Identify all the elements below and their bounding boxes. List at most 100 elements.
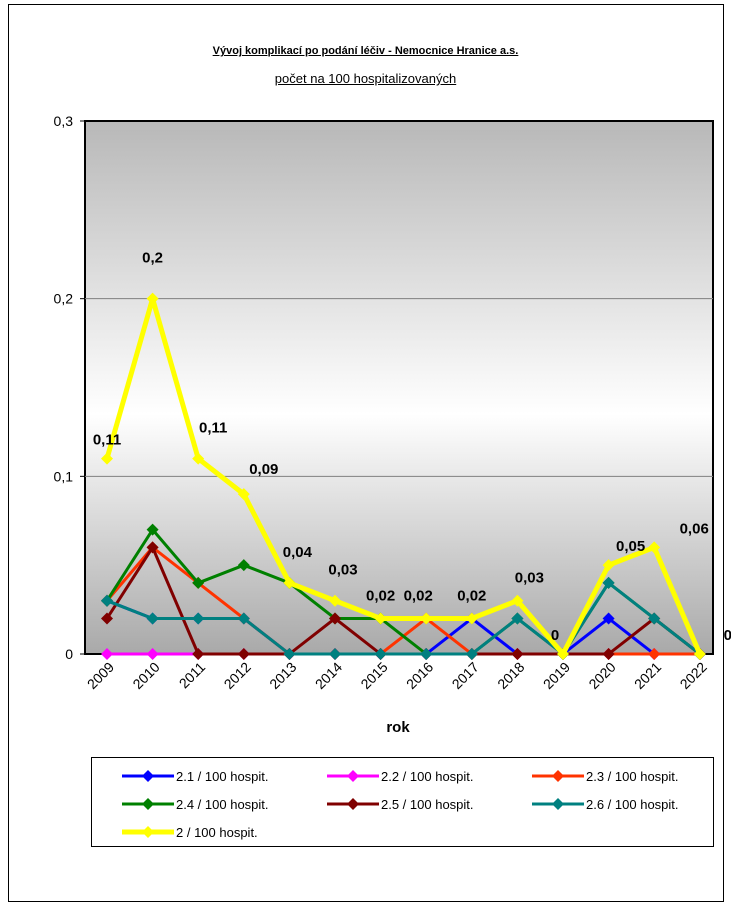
data-point xyxy=(374,612,387,625)
x-tick-label: 2012 xyxy=(221,659,254,692)
data-point xyxy=(511,612,524,625)
legend-swatch xyxy=(122,770,174,782)
data-point xyxy=(465,612,478,625)
data-point xyxy=(465,648,478,660)
data-point xyxy=(602,648,615,660)
data-point xyxy=(420,612,433,625)
x-tick-label: 2015 xyxy=(357,659,390,692)
data-point xyxy=(648,612,661,625)
legend-item: 2 / 100 hospit. xyxy=(122,822,258,842)
legend-label: 2.1 / 100 hospit. xyxy=(176,768,269,784)
legend-swatch xyxy=(532,798,584,810)
data-point xyxy=(146,523,159,536)
x-tick-label: 2014 xyxy=(312,659,345,692)
data-point xyxy=(420,648,433,660)
y-tick-label: 0 xyxy=(65,646,73,662)
data-point xyxy=(602,612,615,625)
data-label: 0,03 xyxy=(328,562,357,579)
legend-swatch xyxy=(532,770,584,782)
data-label: 0,02 xyxy=(404,587,433,604)
data-point xyxy=(237,612,250,625)
data-label: 0,2 xyxy=(142,250,163,267)
data-point xyxy=(101,452,113,465)
x-tick-label: 2022 xyxy=(677,659,710,692)
data-point xyxy=(557,648,569,660)
data-point xyxy=(192,648,205,660)
data-point xyxy=(602,559,615,572)
data-point xyxy=(693,648,706,660)
data-point xyxy=(283,576,296,589)
chart-title: Vývoj komplikací po podání léčiv - Nemoc… xyxy=(212,45,519,57)
legend-swatch xyxy=(327,770,379,782)
legend-item: 2.6 / 100 hospit. xyxy=(532,794,679,814)
legend-swatch xyxy=(122,826,174,838)
data-point xyxy=(283,648,296,660)
data-point xyxy=(237,559,250,572)
data-point xyxy=(511,594,524,607)
data-point xyxy=(329,594,341,607)
data-point xyxy=(237,648,250,660)
data-point xyxy=(146,541,159,554)
data-label: 0,06 xyxy=(680,520,709,537)
series-line xyxy=(106,581,701,656)
data-label: 0,09 xyxy=(249,461,278,478)
legend-label: 2.2 / 100 hospit. xyxy=(381,768,474,784)
data-point xyxy=(146,292,159,305)
legend-item: 2.1 / 100 hospit. xyxy=(122,766,269,786)
y-tick-label: 0,3 xyxy=(54,113,74,129)
x-axis-label: rok xyxy=(386,719,410,736)
x-tick-label: 2019 xyxy=(540,659,573,692)
data-point xyxy=(329,612,341,625)
x-tick-label: 2016 xyxy=(403,659,436,692)
data-point xyxy=(101,648,113,660)
series-line xyxy=(104,296,703,657)
data-point xyxy=(101,612,113,625)
data-point xyxy=(648,541,661,554)
chart-subtitle: počet na 100 hospitalizovaných xyxy=(274,71,457,86)
data-point xyxy=(648,648,661,660)
data-point xyxy=(146,612,159,625)
data-point xyxy=(602,576,615,589)
data-label: 0,04 xyxy=(283,544,313,561)
x-tick-label: 2018 xyxy=(494,659,527,692)
legend: 2.1 / 100 hospit. 2.2 / 100 hospit. 2.3 / … xyxy=(91,757,714,847)
x-tick-label: 2017 xyxy=(449,659,482,692)
data-point xyxy=(192,452,205,465)
data-point xyxy=(374,648,387,660)
legend-item: 2.3 / 100 hospit. xyxy=(532,766,679,786)
legend-label: 2.4 / 100 hospit. xyxy=(176,796,269,812)
x-tick-label: 2010 xyxy=(129,659,162,692)
data-label: 0,11 xyxy=(199,420,227,437)
legend-label: 2 / 100 hospit. xyxy=(176,824,258,840)
x-tick-label: 2009 xyxy=(84,659,117,692)
data-point xyxy=(237,488,250,501)
data-point xyxy=(101,594,113,607)
data-label: 0,11 xyxy=(93,432,121,449)
legend-item: 2.4 / 100 hospit. xyxy=(122,794,269,814)
y-tick-label: 0,1 xyxy=(54,468,74,484)
data-point xyxy=(511,648,524,660)
legend-swatch xyxy=(327,798,379,810)
data-point xyxy=(192,576,205,589)
legend-label: 2.3 / 100 hospit. xyxy=(586,768,679,784)
legend-item: 2.2 / 100 hospit. xyxy=(327,766,474,786)
legend-label: 2.5 / 100 hospit. xyxy=(381,796,474,812)
data-point xyxy=(192,612,205,625)
data-label: 0,03 xyxy=(515,570,544,587)
data-label: 0,02 xyxy=(366,587,395,604)
data-label: 0,02 xyxy=(457,587,486,604)
legend-item: 2.5 / 100 hospit. xyxy=(327,794,474,814)
data-point xyxy=(146,648,159,660)
legend-label: 2.6 / 100 hospit. xyxy=(586,796,679,812)
data-label: 0 xyxy=(551,627,559,644)
data-label: 0,05 xyxy=(616,538,645,555)
data-label: 0 xyxy=(724,627,731,644)
x-tick-label: 2011 xyxy=(176,659,209,692)
x-tick-label: 2021 xyxy=(631,659,664,692)
data-point xyxy=(329,648,341,660)
y-tick-label: 0,2 xyxy=(54,291,74,307)
x-tick-label: 2013 xyxy=(266,659,299,692)
x-tick-label: 2020 xyxy=(585,659,618,692)
legend-swatch xyxy=(122,798,174,810)
